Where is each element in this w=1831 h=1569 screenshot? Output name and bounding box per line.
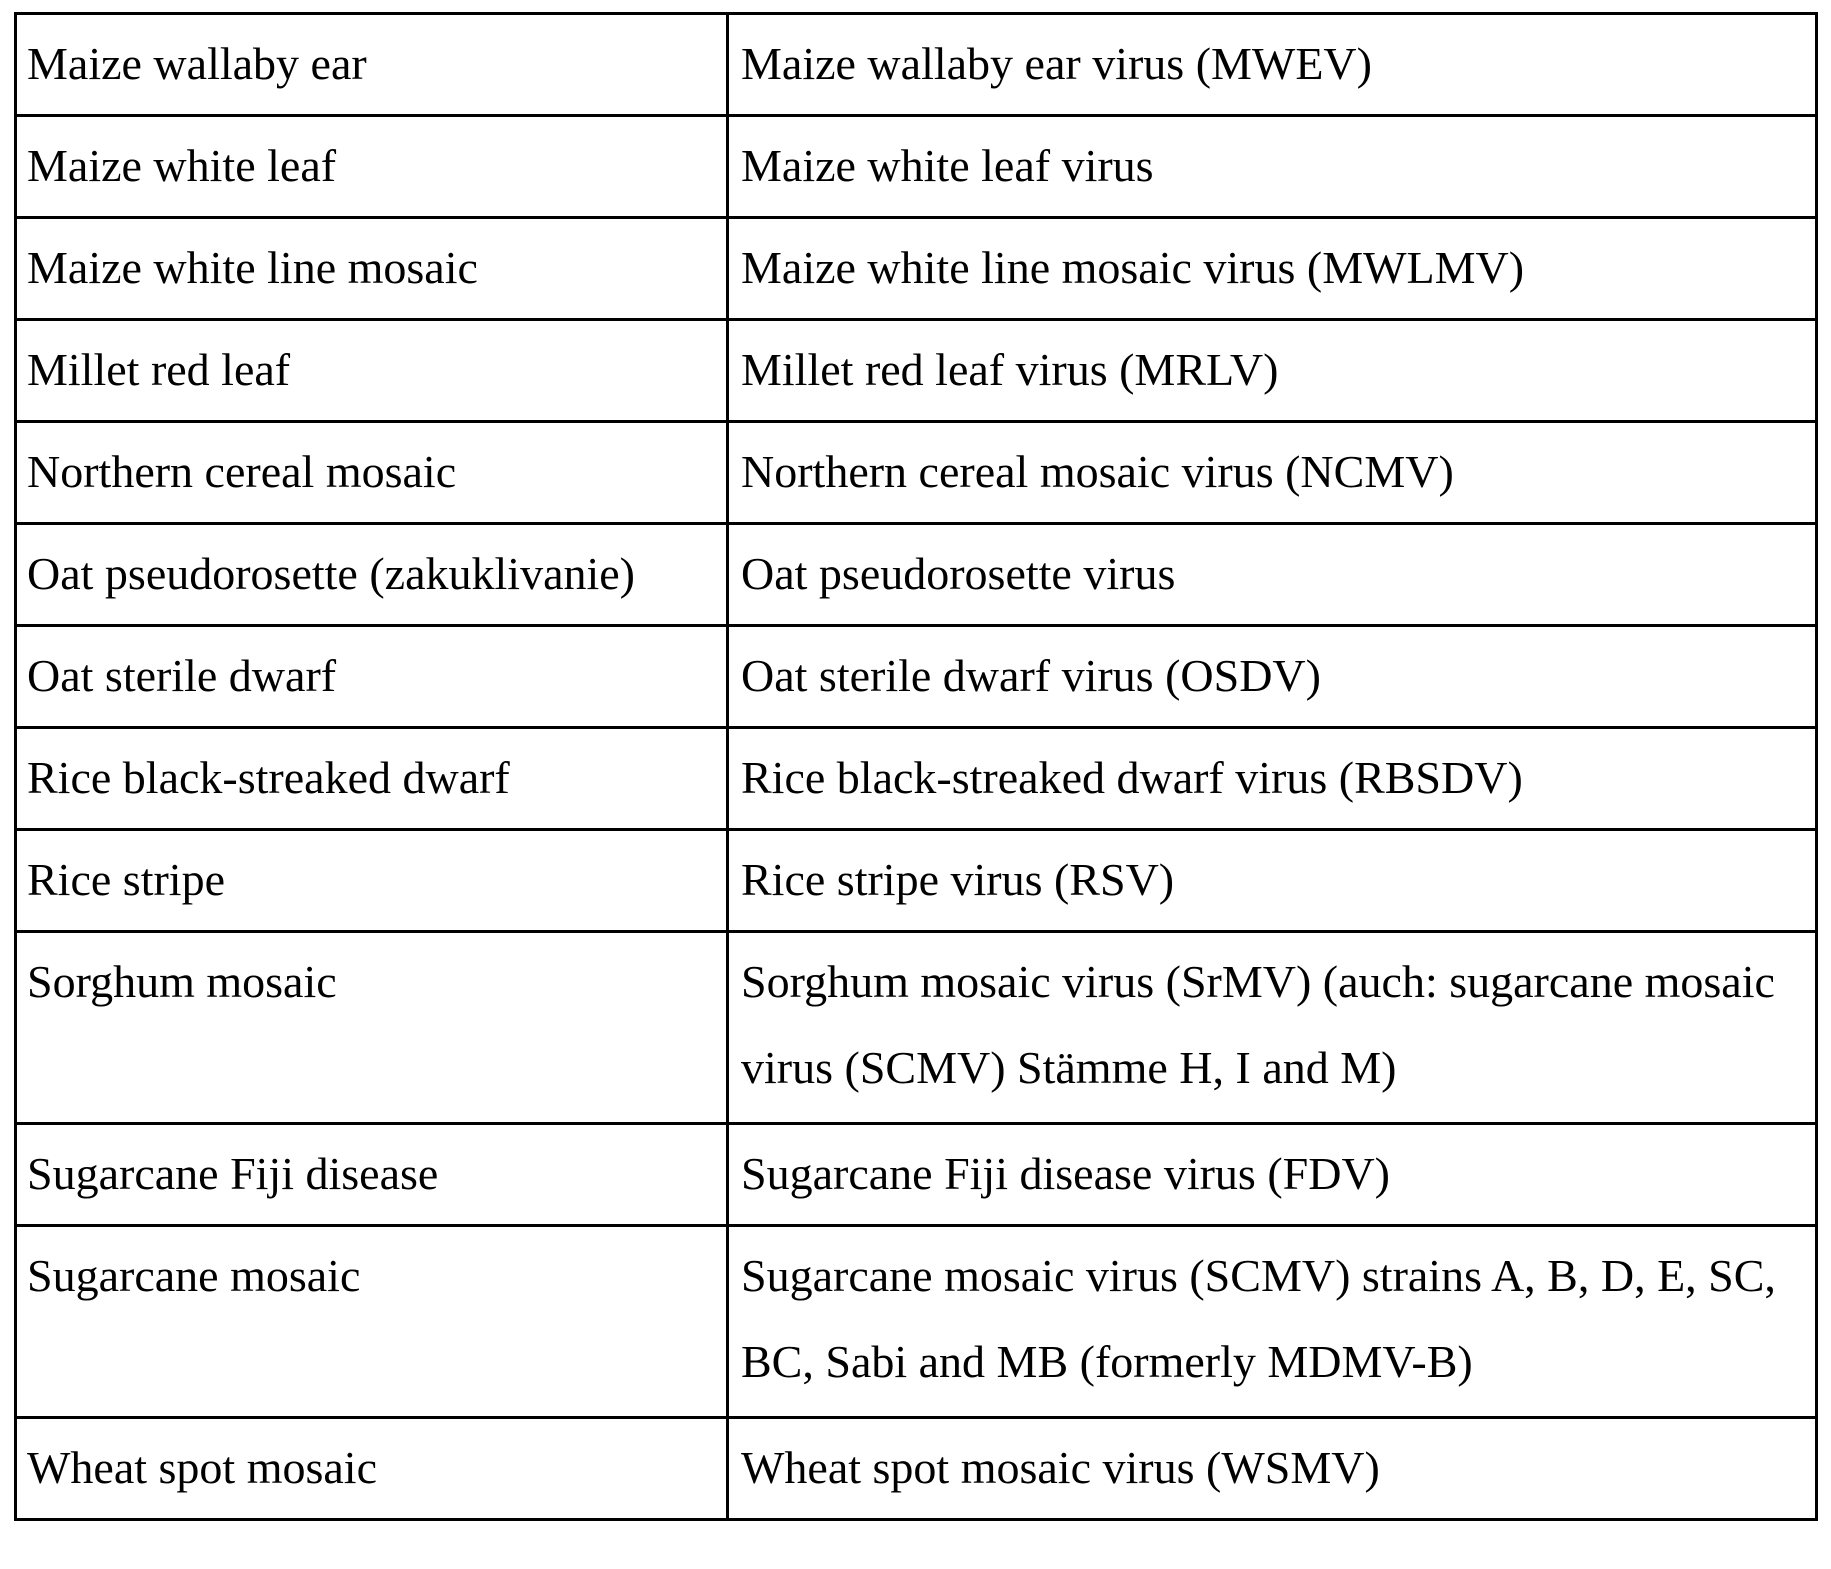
virus-cell: Sugarcane mosaic virus (SCMV) strains A,… <box>726 1224 1818 1419</box>
disease-cell: Northern cereal mosaic <box>14 420 729 525</box>
disease-cell: Rice black-streaked dwarf <box>14 726 729 831</box>
disease-cell: Oat pseudorosette (zakuklivanie) <box>14 522 729 627</box>
disease-name: Maize wallaby ear <box>27 38 367 89</box>
table-row: Sugarcane Fiji disease Sugarcane Fiji di… <box>14 1122 1818 1227</box>
disease-cell: Oat sterile dwarf <box>14 624 729 729</box>
disease-cell: Millet red leaf <box>14 318 729 423</box>
virus-name: Wheat spot mosaic virus (WSMV) <box>741 1442 1380 1493</box>
disease-cell: Maize white line mosaic <box>14 216 729 321</box>
virus-cell: Oat sterile dwarf virus (OSDV) <box>726 624 1818 729</box>
virus-name: Oat pseudorosette virus <box>741 548 1176 599</box>
table-row: Maize wallaby ear Maize wallaby ear viru… <box>14 12 1818 117</box>
virus-name: Maize white leaf virus <box>741 140 1154 191</box>
disease-name: Wheat spot mosaic <box>27 1442 378 1493</box>
virus-name: Rice stripe virus (RSV) <box>741 854 1175 905</box>
table-row: Northern cereal mosaic Northern cereal m… <box>14 420 1818 525</box>
disease-cell: Wheat spot mosaic <box>14 1416 729 1521</box>
disease-virus-table: Maize wallaby ear Maize wallaby ear viru… <box>14 12 1818 1521</box>
virus-cell: Sorghum mosaic virus (SrMV) (auch: sugar… <box>726 930 1818 1125</box>
virus-cell: Oat pseudorosette virus <box>726 522 1818 627</box>
virus-name: Millet red leaf virus (MRLV) <box>741 344 1279 395</box>
virus-name: Sorghum mosaic virus (SrMV) (auch: sugar… <box>741 956 1775 1093</box>
disease-name: Sugarcane mosaic <box>27 1250 361 1301</box>
table-row: Maize white leaf Maize white leaf virus <box>14 114 1818 219</box>
virus-name: Sugarcane Fiji disease virus (FDV) <box>741 1148 1390 1199</box>
virus-name: Maize wallaby ear virus (MWEV) <box>741 38 1372 89</box>
virus-name: Maize white line mosaic virus (MWLMV) <box>741 242 1525 293</box>
table-row: Sorghum mosaic Sorghum mosaic virus (SrM… <box>14 930 1818 1125</box>
disease-name: Millet red leaf <box>27 344 291 395</box>
virus-cell: Maize white leaf virus <box>726 114 1818 219</box>
disease-name: Rice stripe <box>27 854 225 905</box>
disease-name: Sugarcane Fiji disease <box>27 1148 439 1199</box>
table-row: Wheat spot mosaic Wheat spot mosaic viru… <box>14 1416 1818 1521</box>
virus-cell: Wheat spot mosaic virus (WSMV) <box>726 1416 1818 1521</box>
disease-cell: Maize white leaf <box>14 114 729 219</box>
disease-name: Maize white leaf <box>27 140 337 191</box>
disease-name: Oat pseudorosette (zakuklivanie) <box>27 548 635 599</box>
virus-cell: Northern cereal mosaic virus (NCMV) <box>726 420 1818 525</box>
disease-cell: Sorghum mosaic <box>14 930 729 1125</box>
virus-cell: Sugarcane Fiji disease virus (FDV) <box>726 1122 1818 1227</box>
virus-name: Oat sterile dwarf virus (OSDV) <box>741 650 1321 701</box>
table-row: Oat sterile dwarf Oat sterile dwarf viru… <box>14 624 1818 729</box>
virus-name: Rice black-streaked dwarf virus (RBSDV) <box>741 752 1523 803</box>
table-row: Rice black-streaked dwarf Rice black-str… <box>14 726 1818 831</box>
virus-name: Northern cereal mosaic virus (NCMV) <box>741 446 1454 497</box>
disease-cell: Maize wallaby ear <box>14 12 729 117</box>
disease-cell: Sugarcane Fiji disease <box>14 1122 729 1227</box>
table-row: Oat pseudorosette (zakuklivanie) Oat pse… <box>14 522 1818 627</box>
disease-cell: Sugarcane mosaic <box>14 1224 729 1419</box>
table-row: Millet red leaf Millet red leaf virus (M… <box>14 318 1818 423</box>
virus-cell: Maize wallaby ear virus (MWEV) <box>726 12 1818 117</box>
disease-cell: Rice stripe <box>14 828 729 933</box>
disease-name: Maize white line mosaic <box>27 242 478 293</box>
table-row: Maize white line mosaic Maize white line… <box>14 216 1818 321</box>
disease-name: Oat sterile dwarf <box>27 650 337 701</box>
disease-name: Rice black-streaked dwarf <box>27 752 510 803</box>
table-row: Sugarcane mosaic Sugarcane mosaic virus … <box>14 1224 1818 1419</box>
table-row: Rice stripe Rice stripe virus (RSV) <box>14 828 1818 933</box>
virus-cell: Rice stripe virus (RSV) <box>726 828 1818 933</box>
virus-cell: Millet red leaf virus (MRLV) <box>726 318 1818 423</box>
virus-cell: Rice black-streaked dwarf virus (RBSDV) <box>726 726 1818 831</box>
disease-name: Northern cereal mosaic <box>27 446 457 497</box>
virus-cell: Maize white line mosaic virus (MWLMV) <box>726 216 1818 321</box>
disease-name: Sorghum mosaic <box>27 956 337 1007</box>
virus-name: Sugarcane mosaic virus (SCMV) strains A,… <box>741 1250 1776 1387</box>
